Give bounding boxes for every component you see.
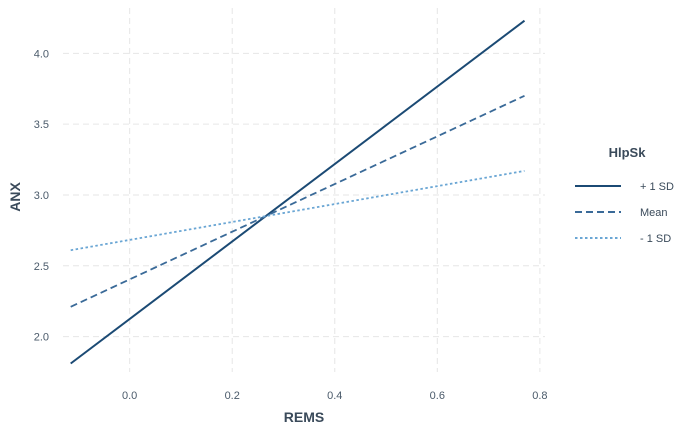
y-tick-label: 2.0 — [34, 332, 49, 344]
x-tick-label: 0.0 — [122, 390, 137, 402]
y-tick-label: 3.5 — [34, 119, 49, 131]
y-tick-label: 4.0 — [34, 48, 49, 60]
legend-label: + 1 SD — [640, 181, 674, 193]
series-line — [70, 170, 525, 252]
grid — [63, 8, 545, 372]
series-lines — [70, 19, 526, 365]
legend-label: - 1 SD — [640, 233, 671, 245]
y-axis-title: ANX — [7, 182, 23, 212]
x-tick-label: 0.4 — [327, 390, 342, 402]
y-tick-label: 3.0 — [34, 190, 49, 202]
y-tick-labels: 2.0 2.5 3.0 3.5 4.0 — [34, 48, 49, 343]
x-tick-label: 0.2 — [225, 390, 240, 402]
x-axis-title: REMS — [284, 409, 324, 425]
y-tick-label: 2.5 — [34, 261, 49, 273]
x-tick-label: 0.8 — [532, 390, 547, 402]
legend-label: Mean — [640, 207, 668, 219]
x-tick-label: 0.6 — [430, 390, 445, 402]
x-tick-labels: 0.0 0.2 0.4 0.6 0.8 — [122, 390, 548, 402]
legend-title: HlpSk — [609, 145, 647, 160]
series-line — [70, 19, 526, 365]
legend: HlpSk + 1 SD Mean - 1 SD — [575, 145, 674, 245]
series-line — [70, 94, 525, 308]
